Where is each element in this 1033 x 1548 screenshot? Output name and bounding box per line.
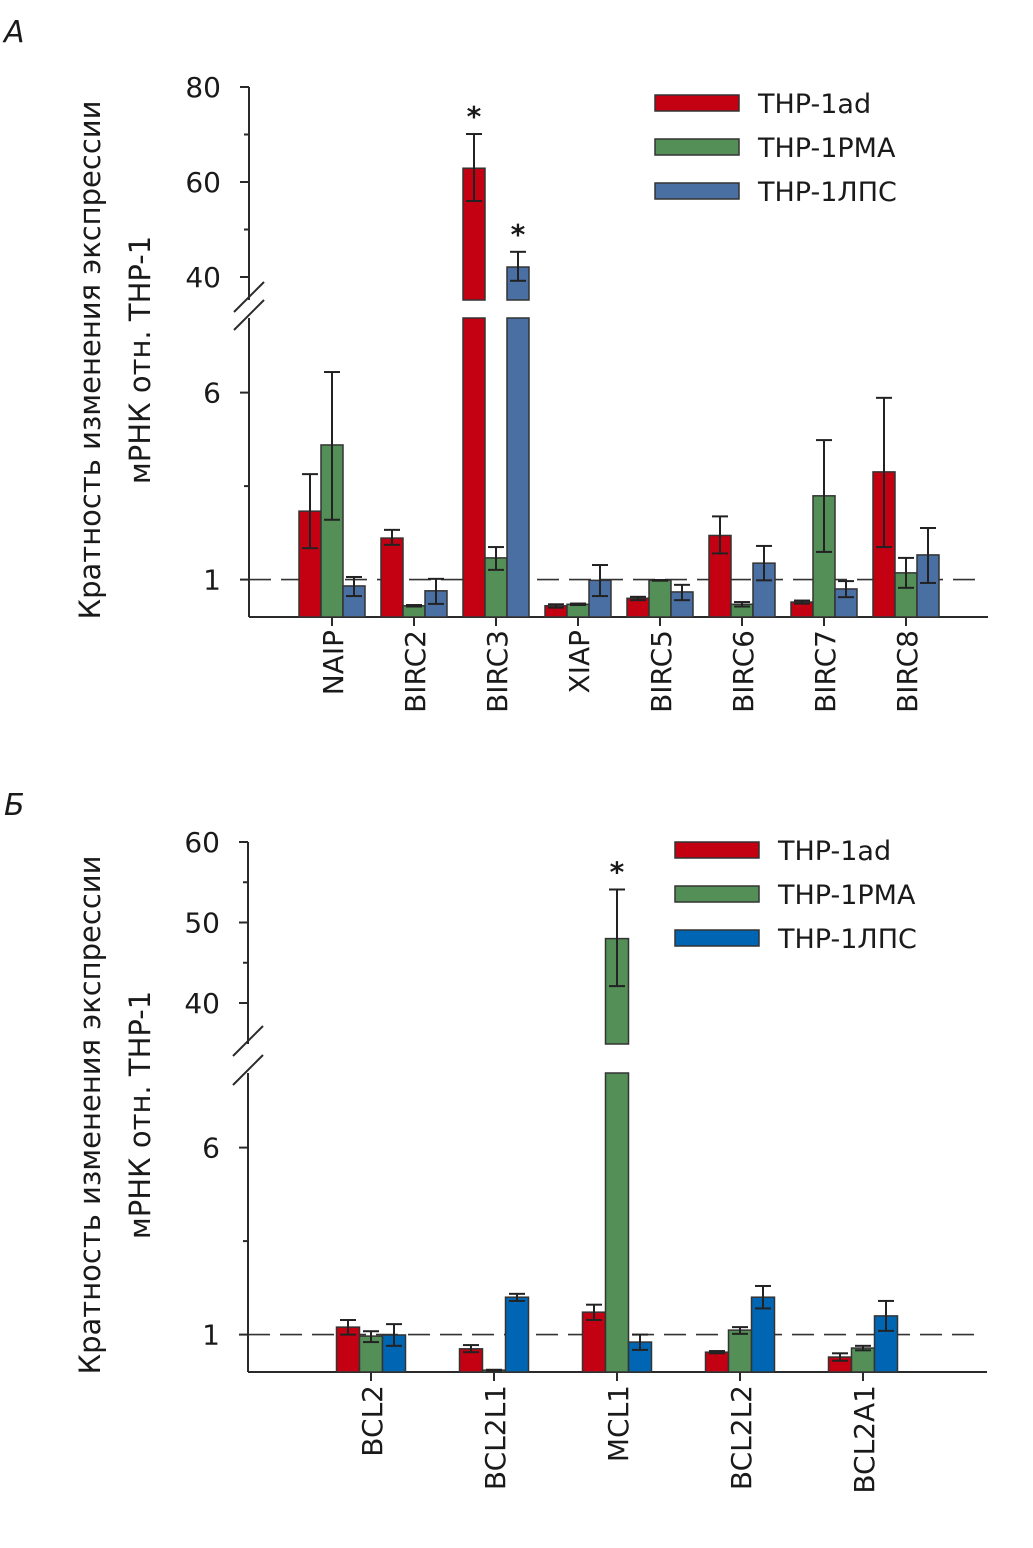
panel-a-category-label: BIRC6 — [727, 630, 760, 713]
panel-b-y-tick-label: 40 — [184, 987, 220, 1020]
panel-a-category-label: XIAP — [563, 630, 596, 693]
panel-a-y-tick-label: 60 — [185, 166, 221, 199]
panel-b-legend-label: THP-1PMA — [777, 880, 916, 911]
panel-a-category-label: BIRC5 — [645, 630, 678, 713]
panel-a-bar — [648, 579, 672, 618]
panel-b-legend-swatch — [674, 929, 760, 947]
panel-b-legend-swatch — [674, 885, 760, 903]
panel-b-bar — [727, 1329, 753, 1373]
panel-b-chart: 1 6 40 50 60 BCL2 BCL2L1 MCL1 * BCL2L2 BCL2A1 THP-1… — [184, 826, 987, 1494]
panel-a-ylabel: Кратность изменения экспрессии мРНК отн.… — [73, 101, 157, 620]
panel-a-y-tick-label: 6 — [203, 377, 221, 410]
panel-b-letter: Б — [4, 788, 25, 823]
panel-a-category-label: BIRC8 — [891, 630, 924, 713]
panel-b-ylabel-line2: мРНК отн. THP-1 — [123, 991, 157, 1239]
panel-a-legend-swatch — [654, 138, 740, 156]
panel-a-legend-swatch — [654, 182, 740, 200]
panel-a-bar — [380, 537, 404, 618]
panel-a-legend-swatch — [654, 94, 740, 112]
panel-a-legend-label: THP-1ЛПС — [757, 177, 897, 208]
panel-a-y-tick-label: 1 — [203, 564, 221, 597]
panel-b-y-tick-label: 60 — [184, 826, 220, 859]
panel-b-legend-swatch — [674, 841, 760, 859]
panel-b-ylabel: Кратность изменения экспрессии мРНК отн.… — [73, 856, 157, 1375]
panel-a-y-tick-label: 40 — [185, 261, 221, 294]
panel-b-y-tick-label: 6 — [202, 1132, 220, 1165]
panel-b-y-tick-label: 50 — [184, 907, 220, 940]
panel-a-category-label: BIRC2 — [399, 630, 432, 713]
panel-b-bar — [704, 1351, 730, 1373]
panel-b-y-tick-label: 1 — [202, 1319, 220, 1352]
panel-b-bar — [850, 1347, 876, 1373]
panel-a-axis-break-mark — [233, 281, 265, 313]
panel-b-bar — [581, 1311, 607, 1373]
panel-b-bar — [604, 1072, 630, 1373]
panel-a-category-label: BIRC3 — [481, 630, 514, 713]
panel-b-legend-label: THP-1ad — [777, 836, 891, 867]
panel-b-ylabel-line1: Кратность изменения экспрессии — [73, 856, 107, 1375]
panel-a-significance-marker: * — [467, 100, 482, 133]
panel-a-bar — [566, 603, 590, 618]
panel-a-ylabel-line2: мРНК отн. THP-1 — [123, 236, 157, 484]
panel-b-category-label: MCL1 — [602, 1385, 635, 1462]
panel-a-axis-break-mark — [233, 299, 265, 331]
panel-b-category-label: BCL2L2 — [725, 1385, 758, 1490]
panel-a-legend-label: THP-1PMA — [757, 133, 896, 164]
panel-b-category-label: BCL2 — [356, 1385, 389, 1457]
panel-b-legend-label: THP-1ЛПС — [777, 924, 917, 955]
panel-a-chart: 1 6 40 60 80 NAIP BIRC2 BIRC3 * * XIAP BIRC5 BIRC6 BI… — [185, 71, 988, 713]
panel-a-letter: А — [2, 15, 25, 50]
panel-a-bar — [462, 317, 486, 618]
panel-a-ylabel-line1: Кратность изменения экспрессии — [73, 101, 107, 620]
panel-b-category-label: BCL2L1 — [479, 1385, 512, 1490]
panel-b-axis-break-mark — [232, 1054, 264, 1086]
panel-b-category-label: BCL2A1 — [848, 1385, 881, 1494]
panel-a-significance-marker: * — [511, 218, 526, 251]
panel-a-category-label: BIRC7 — [809, 630, 842, 713]
panel-a-legend-label: THP-1ad — [757, 89, 871, 120]
panel-a-y-tick-label: 80 — [185, 71, 221, 104]
panel-b-bar — [504, 1296, 530, 1373]
panel-b-axis-break-mark — [232, 1025, 264, 1057]
panel-a-bar — [506, 317, 530, 618]
panel-a-category-label: NAIP — [317, 630, 350, 695]
panel-b-significance-marker: * — [610, 855, 625, 888]
